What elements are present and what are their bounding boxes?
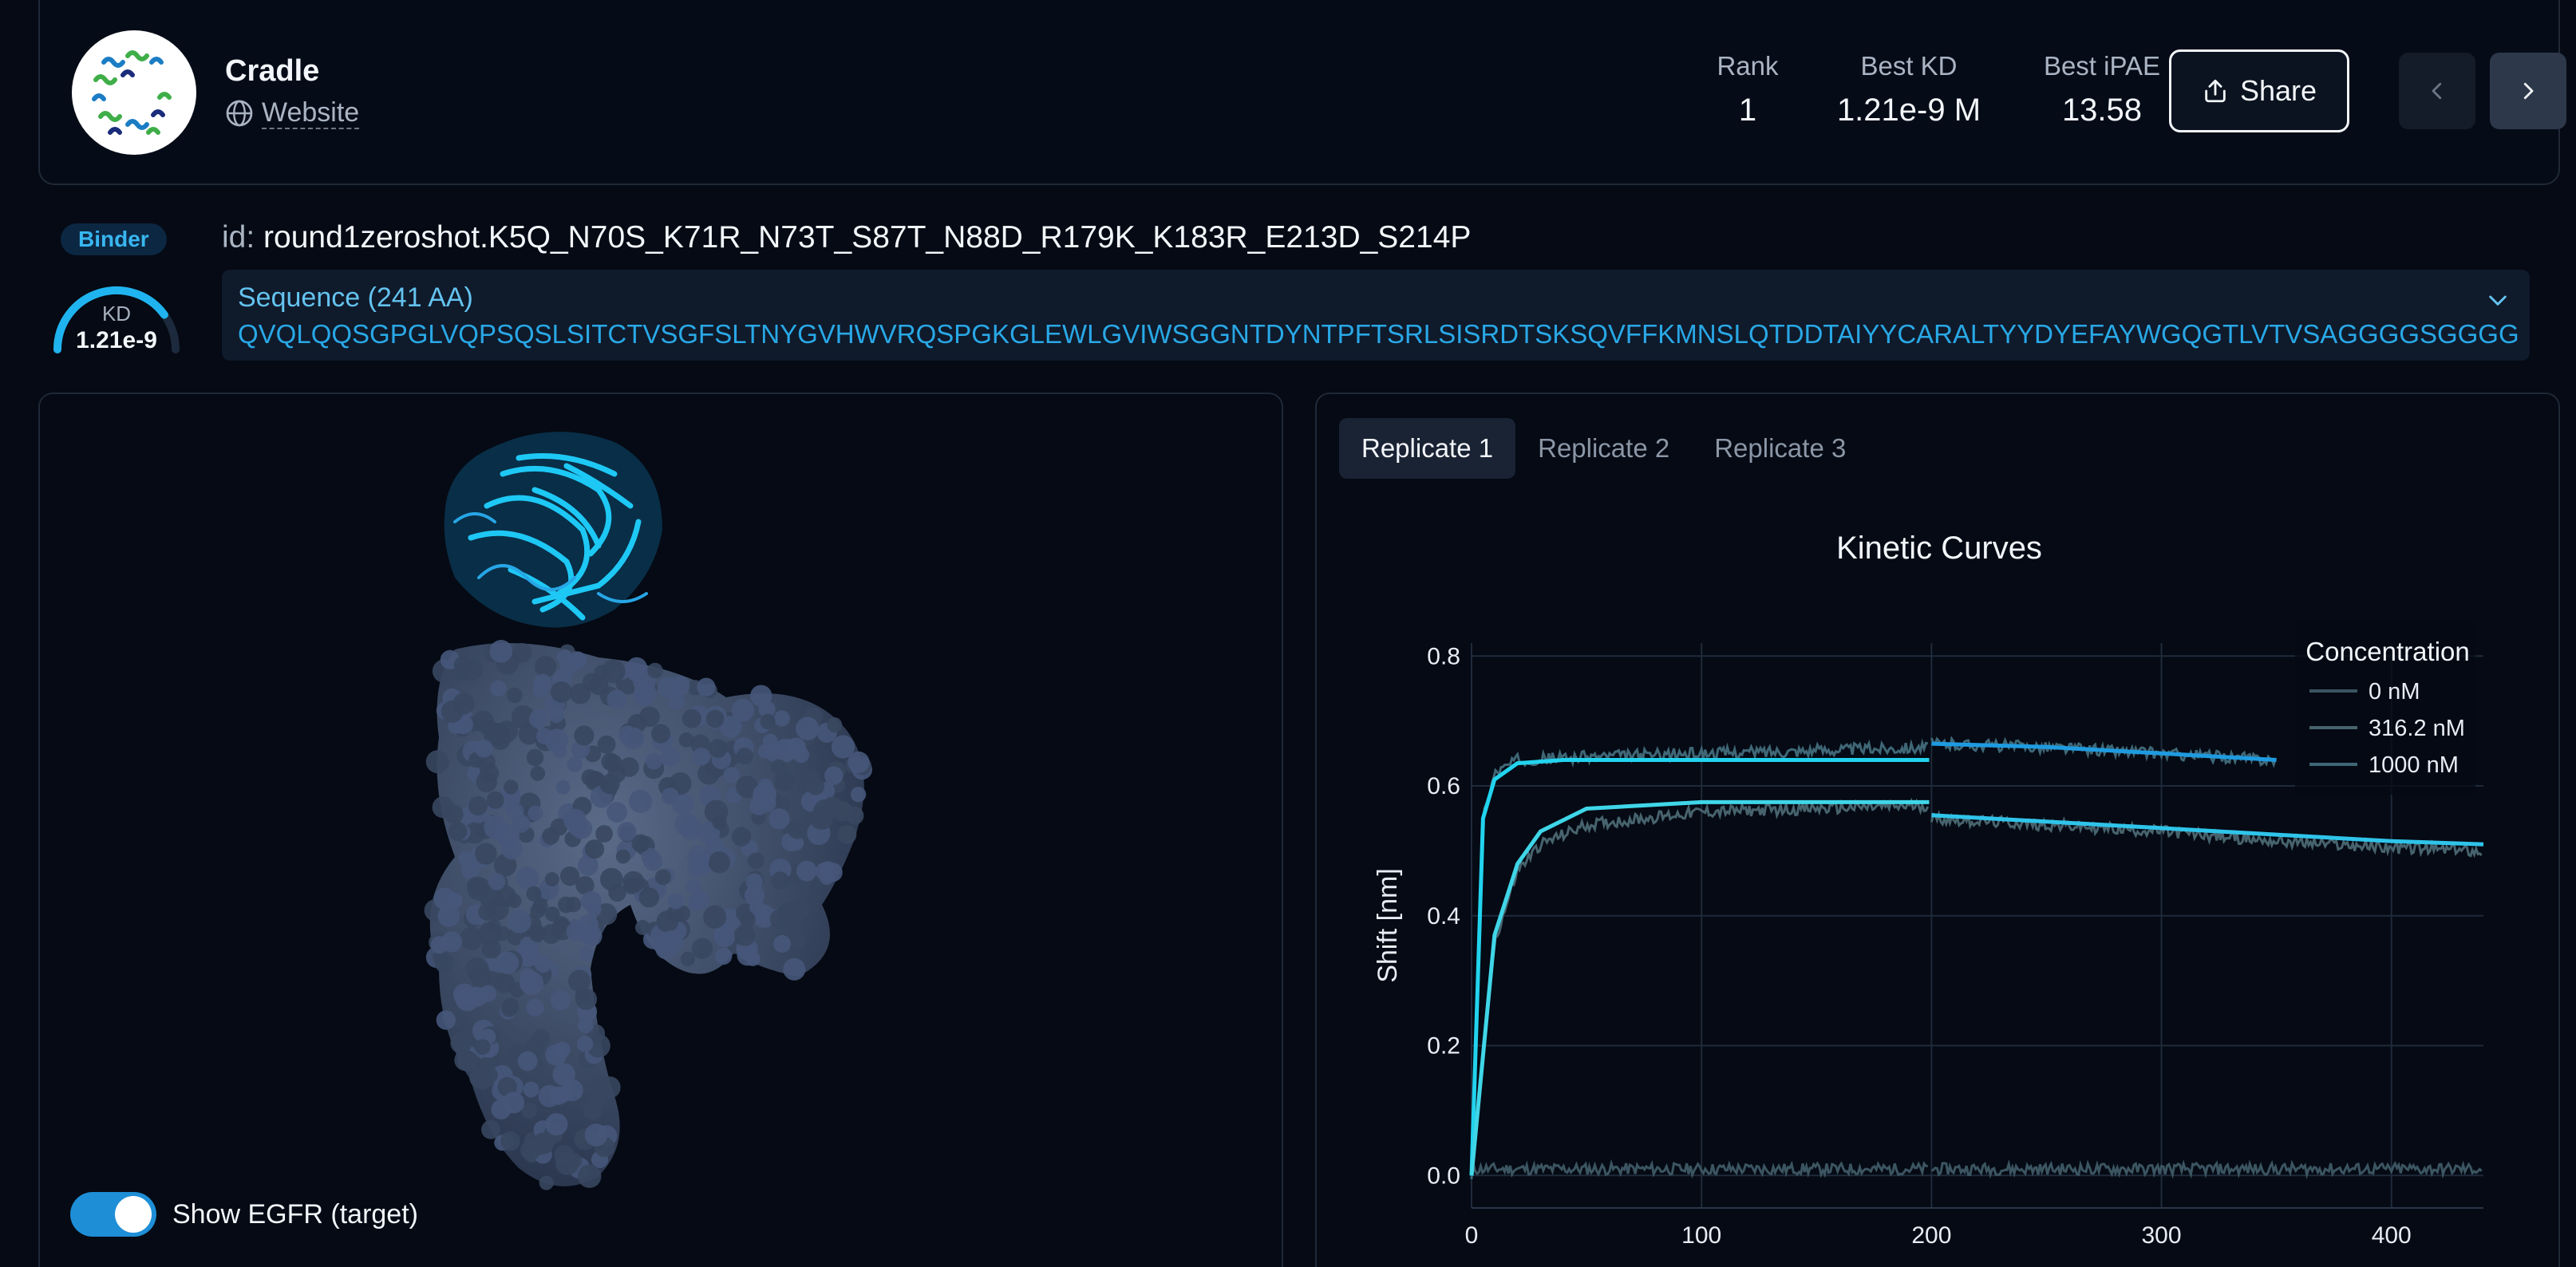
- best-ipae-value: 13.58: [2061, 93, 2143, 128]
- id-prefix: id:: [222, 220, 255, 255]
- sequence-panel[interactable]: Sequence (241 AA) QVQLQQSGPGLVQPSQSLSITC…: [222, 270, 2530, 361]
- show-target-toggle[interactable]: [70, 1192, 156, 1237]
- show-target-toggle-row[interactable]: Show EGFR (target): [70, 1192, 418, 1237]
- share-button[interactable]: Share: [2169, 49, 2349, 132]
- kinetics-panel: Replicate 1 Replicate 2 Replicate 3 Kine…: [1315, 393, 2560, 1267]
- cradle-logo-icon: [92, 50, 172, 135]
- best-ipae-stat: Best iPAE 13.58: [2022, 51, 2182, 128]
- fit-curve: [1931, 813, 2484, 847]
- best-kd-value: 1.21e-9 M: [1836, 93, 1981, 128]
- tab-replicate-1[interactable]: Replicate 1: [1339, 418, 1516, 479]
- y-tick-label: 0.0: [1427, 1162, 1460, 1189]
- cradle-logo: [72, 30, 196, 155]
- show-target-label: Show EGFR (target): [172, 1198, 418, 1230]
- chevron-right-icon: [2523, 82, 2534, 100]
- x-tick-label: 400: [2372, 1222, 2412, 1249]
- egfr-atom-spheres: [424, 640, 873, 1190]
- kinetic-curves-chart[interactable]: Kinetic Curves 0 100 200 300 400 0.0 0.2 0.4 0.6 0…: [1317, 394, 2560, 1267]
- rank-stat: Rank 1: [1677, 51, 1818, 128]
- sequence-title: Sequence (241 AA): [238, 282, 473, 313]
- x-tick-label: 0: [1465, 1222, 1479, 1249]
- y-tick-label: 0.4: [1427, 903, 1460, 930]
- kd-gauge-fill: [53, 286, 168, 353]
- fit-curve: [1469, 758, 1930, 1176]
- y-tick-label: 0.6: [1427, 773, 1460, 799]
- x-tick-label: 100: [1681, 1222, 1721, 1249]
- legend-title: Concentration: [2305, 637, 2469, 666]
- structure-viewer[interactable]: Show EGFR (target): [38, 393, 1283, 1267]
- website-label: Website: [262, 97, 360, 129]
- next-button[interactable]: [2490, 53, 2566, 129]
- sequence-text: QVQLQQSGPGLVQPSQSLSITCTVSGFSLTNYGVHWVRQS…: [238, 319, 2519, 349]
- binder-header-card: Cradle Website Rank 1 Best KD 1.21e-9 M …: [38, 0, 2566, 185]
- best-ipae-label: Best iPAE: [2043, 51, 2161, 81]
- fit-curve: [1931, 741, 2277, 762]
- share-icon: [2205, 79, 2226, 103]
- legend-entry: 316.2 nM: [2369, 716, 2465, 741]
- kd-value: 1.21e-9: [76, 327, 157, 353]
- series-trace: [1470, 736, 2277, 1180]
- rank-label: Rank: [1717, 51, 1779, 81]
- replicate-tabs: Replicate 1 Replicate 2 Replicate 3: [1339, 418, 1868, 479]
- binder-id: id: round1zeroshot.K5Q_N70S_K71R_N73T_S8…: [222, 220, 1471, 255]
- binder-ribbon: [444, 432, 662, 628]
- binder-badge: Binder: [61, 223, 167, 255]
- y-axis-label: Shift [nm]: [1373, 868, 1403, 983]
- rank-value: 1: [1738, 93, 1757, 128]
- org-name: Cradle: [225, 54, 320, 88]
- y-tick-label: 0.8: [1427, 643, 1460, 669]
- tab-replicate-3[interactable]: Replicate 3: [1714, 433, 1847, 463]
- globe-icon: [226, 100, 253, 127]
- previous-button[interactable]: [2399, 53, 2475, 129]
- protein-structure-image[interactable]: [40, 394, 1283, 1267]
- fit-curve: [1469, 799, 1930, 1176]
- best-kd-stat: Best KD 1.21e-9 M: [1821, 51, 1997, 128]
- tab-replicate-2[interactable]: Replicate 2: [1538, 433, 1670, 463]
- chart-title: Kinetic Curves: [1836, 531, 2042, 566]
- id-value: round1zeroshot.K5Q_N70S_K71R_N73T_S87T_N…: [263, 220, 1472, 255]
- series-trace: [1470, 1158, 2483, 1180]
- series-trace: [1470, 797, 2483, 1175]
- legend-entry: 0 nM: [2369, 679, 2420, 705]
- kd-label: KD: [101, 302, 132, 326]
- best-kd-label: Best KD: [1860, 51, 1958, 81]
- chevron-down-icon[interactable]: [2485, 287, 2511, 313]
- y-tick-label: 0.2: [1427, 1033, 1460, 1060]
- x-tick-label: 200: [1911, 1222, 1951, 1249]
- kd-gauge: [53, 286, 180, 353]
- share-label: Share: [2239, 74, 2317, 107]
- website-link[interactable]: Website: [225, 97, 360, 129]
- chevron-left-icon: [2432, 82, 2442, 100]
- x-tick-label: 300: [2142, 1222, 2182, 1249]
- legend-entry: 1000 nM: [2369, 752, 2459, 778]
